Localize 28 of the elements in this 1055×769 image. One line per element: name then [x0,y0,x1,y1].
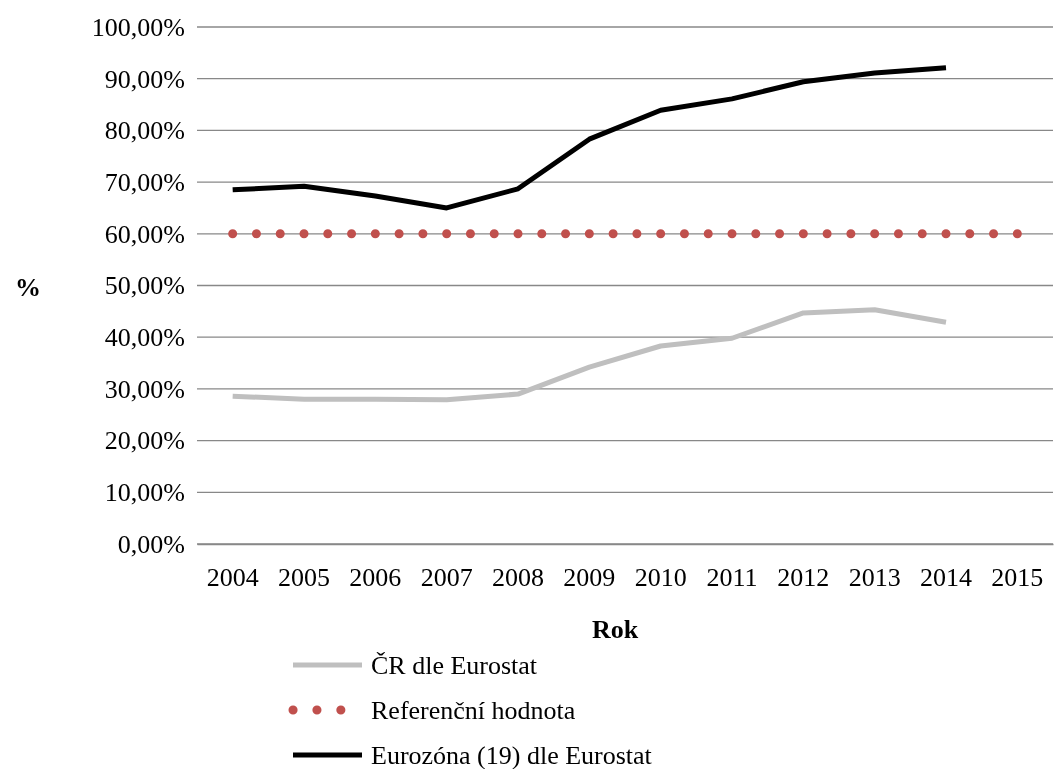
y-tick-label: 40,00% [104,323,185,353]
x-tick-label: 2014 [920,563,972,593]
x-tick-label: 2007 [420,563,473,593]
y-tick-label: 20,00% [104,426,185,456]
x-tick-label: 2012 [777,563,830,593]
y-tick-label: 50,00% [104,271,185,301]
x-tick-label: 2013 [848,563,901,593]
y-tick-label: 90,00% [104,64,185,94]
x-tick-label: 2006 [349,563,402,593]
legend-label: ČR dle Eurostat [371,651,538,680]
y-tick-label: 70,00% [104,167,185,197]
x-tick-label: 2011 [706,563,758,593]
y-tick-label: 0,00% [117,529,185,559]
y-tick-label: 100,00% [91,12,185,42]
x-tick-label: 2009 [563,563,616,593]
x-tick-label: 2008 [492,563,544,593]
legend-label: Referenční hodnota [371,696,576,725]
y-tick-label: 30,00% [104,374,185,404]
x-tick-label: 2015 [991,563,1044,593]
legend-label: Eurozóna (19) dle Eurostat [371,741,653,769]
y-axis-title: % [15,272,41,302]
x-axis-title: Rok [591,615,639,644]
x-tick-label: 2010 [634,563,687,593]
x-tick-label: 2004 [206,563,259,593]
x-tick-label: 2005 [278,563,330,593]
y-tick-label: 10,00% [104,478,185,508]
y-tick-label: 60,00% [104,219,185,249]
y-tick-label: 80,00% [104,116,185,146]
